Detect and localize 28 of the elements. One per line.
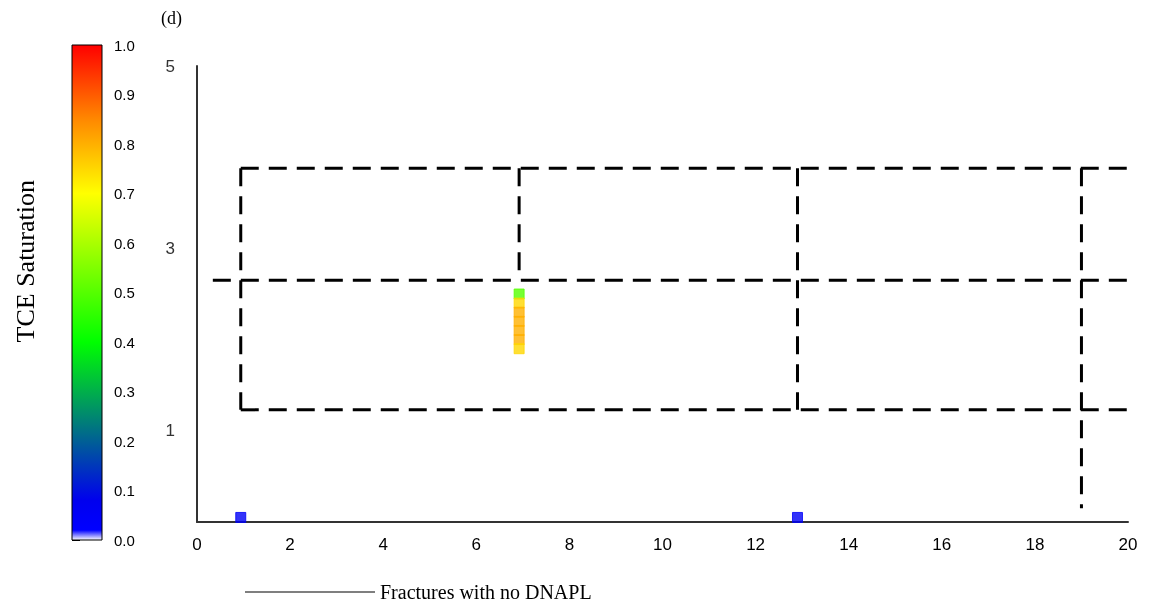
color-bar-label: 0.6 [114, 234, 135, 252]
y-tick-label: 3 [165, 238, 175, 258]
color-bar-label: 0.9 [114, 86, 135, 103]
x-tick-label: 4 [378, 535, 388, 554]
x-tick-label: 2 [285, 535, 295, 554]
text: Fractures with no DNAPL [380, 581, 592, 603]
chart-title: (d) [161, 8, 182, 29]
x-tick-label: 16 [932, 535, 952, 554]
x-tick-label: 14 [839, 535, 859, 554]
x-tick-label: 20 [1118, 535, 1138, 554]
color-bar-label: 0.1 [114, 482, 135, 499]
color-bar-title: TCE Saturation [10, 179, 40, 343]
color-bar-label: 0.0 [114, 531, 135, 549]
color-bar-label: 0.3 [114, 383, 135, 400]
color-bar-label: 0.2 [114, 432, 135, 450]
color-bar-label: 0.7 [114, 185, 135, 202]
y-tick-label: 1 [165, 421, 175, 441]
x-tick-label: 8 [564, 535, 575, 554]
x-tick-label: 12 [746, 535, 766, 554]
color-bar-label: 1.0 [114, 36, 135, 54]
x-tick-label: 18 [1025, 535, 1045, 554]
x-tick-label: 0 [192, 535, 202, 554]
y-tick-label: 5 [165, 56, 175, 76]
x-tick-label: 10 [653, 535, 672, 554]
color-bar-label: 0.8 [114, 135, 135, 153]
color-bar-label: 0.4 [114, 333, 135, 351]
x-tick-label: 6 [471, 535, 482, 554]
color-bar-label: 0.5 [114, 284, 135, 301]
